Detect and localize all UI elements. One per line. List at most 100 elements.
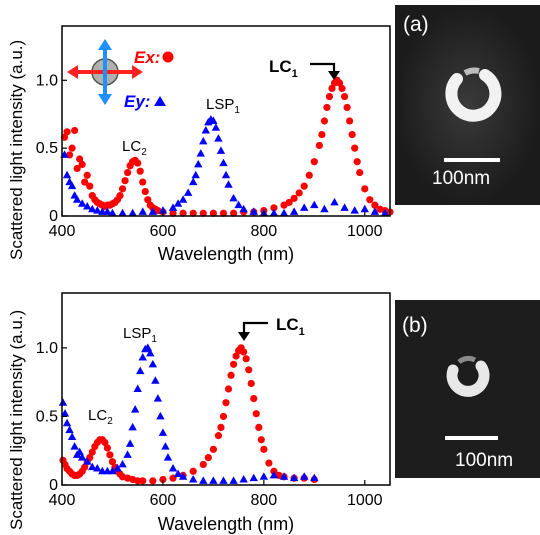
data-point bbox=[70, 442, 79, 450]
spectrum-chart-a: 400 600 800 1000 0 0.5 1.0 Wavelength (nm) Sca… bbox=[7, 25, 394, 264]
y-tick-label: 0.5 bbox=[36, 408, 58, 425]
data-point bbox=[189, 467, 197, 475]
data-point bbox=[88, 204, 97, 213]
series-ey-a bbox=[60, 115, 390, 217]
data-point bbox=[183, 188, 193, 196]
data-point bbox=[124, 168, 132, 177]
data-point bbox=[62, 170, 72, 179]
data-point bbox=[252, 410, 260, 418]
data-point bbox=[239, 475, 248, 483]
data-point bbox=[77, 199, 87, 207]
data-point bbox=[247, 379, 255, 388]
data-point bbox=[335, 79, 344, 87]
ticks-b: 400 600 800 1000 0 0.5 1.0 bbox=[36, 340, 383, 509]
data-point bbox=[83, 171, 91, 179]
data-point bbox=[229, 209, 238, 217]
lc1-arrowhead-a bbox=[328, 71, 340, 80]
data-point bbox=[338, 84, 346, 93]
data-point bbox=[249, 473, 258, 482]
data-point bbox=[153, 394, 163, 402]
plot-area-b bbox=[58, 343, 319, 485]
data-point bbox=[103, 444, 112, 452]
data-point bbox=[144, 196, 152, 204]
data-point bbox=[108, 208, 117, 217]
data-point bbox=[93, 206, 102, 214]
data-point bbox=[189, 209, 197, 217]
data-point bbox=[257, 436, 265, 444]
data-point bbox=[295, 189, 303, 197]
data-point bbox=[209, 476, 218, 484]
data-point bbox=[62, 418, 72, 427]
data-point bbox=[285, 198, 293, 207]
data-point bbox=[348, 130, 356, 139]
data-point bbox=[320, 204, 329, 213]
data-point bbox=[86, 182, 94, 190]
data-point bbox=[134, 159, 142, 167]
data-point bbox=[189, 177, 198, 186]
data-point bbox=[199, 209, 207, 217]
series-ey-b bbox=[58, 343, 319, 484]
x-tick-label: 400 bbox=[49, 223, 76, 240]
data-point bbox=[224, 180, 233, 188]
data-point bbox=[156, 411, 165, 420]
lsp1-label-a: LSP1 bbox=[206, 96, 240, 116]
data-point bbox=[179, 209, 187, 217]
polarization-arrows-icon bbox=[67, 39, 143, 105]
data-point bbox=[204, 453, 212, 462]
data-point bbox=[310, 473, 319, 482]
data-point bbox=[234, 200, 243, 209]
data-point bbox=[67, 432, 77, 440]
data-point bbox=[128, 208, 137, 217]
data-point bbox=[214, 432, 223, 440]
data-point bbox=[67, 181, 77, 190]
y-tick-label: 0 bbox=[49, 477, 58, 494]
data-point bbox=[217, 423, 225, 431]
x-tick-label: 1000 bbox=[347, 223, 383, 240]
data-point bbox=[239, 204, 248, 213]
data-point bbox=[224, 385, 233, 393]
data-point bbox=[323, 103, 331, 112]
y-tick-label: 1.0 bbox=[36, 340, 58, 357]
data-point bbox=[173, 469, 183, 478]
data-point bbox=[148, 359, 158, 368]
data-point bbox=[136, 366, 145, 375]
data-point bbox=[138, 352, 147, 361]
x-tick-label: 600 bbox=[150, 492, 177, 509]
y-tick-label: 0.5 bbox=[36, 140, 58, 157]
data-point bbox=[305, 171, 313, 179]
data-point bbox=[260, 445, 268, 453]
data-point bbox=[178, 472, 188, 480]
data-point bbox=[63, 128, 71, 136]
data-point bbox=[123, 450, 132, 458]
nanoring-image-a bbox=[395, 5, 540, 205]
data-point bbox=[360, 204, 369, 213]
data-point bbox=[81, 463, 89, 471]
data-point bbox=[169, 209, 177, 217]
data-point bbox=[108, 458, 117, 466]
data-point bbox=[125, 439, 135, 447]
data-point bbox=[77, 453, 87, 461]
data-point bbox=[194, 159, 203, 168]
lsp1-label-b: LSP1 bbox=[123, 325, 157, 345]
data-point bbox=[340, 203, 349, 211]
data-point bbox=[146, 348, 155, 357]
data-point bbox=[259, 472, 269, 480]
data-point bbox=[113, 464, 122, 472]
data-point bbox=[65, 425, 74, 434]
y-axis-label-a: Scattered light intensity (a.u.) bbox=[7, 40, 26, 260]
data-point bbox=[139, 178, 147, 186]
data-point bbox=[229, 193, 238, 202]
data-point bbox=[199, 136, 208, 145]
data-point bbox=[88, 448, 96, 456]
data-point bbox=[58, 398, 68, 406]
data-point bbox=[78, 160, 86, 169]
x-axis-label-b: Wavelength (nm) bbox=[158, 514, 294, 534]
data-point bbox=[351, 144, 359, 152]
data-point bbox=[178, 195, 188, 203]
data-point bbox=[201, 126, 211, 134]
data-point bbox=[366, 196, 374, 204]
scale-bar-b bbox=[445, 436, 498, 440]
data-point bbox=[118, 459, 127, 468]
data-point bbox=[118, 185, 127, 193]
scale-label-b: 100nm bbox=[455, 450, 514, 471]
